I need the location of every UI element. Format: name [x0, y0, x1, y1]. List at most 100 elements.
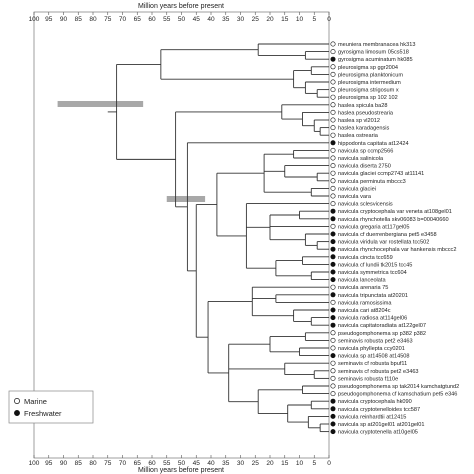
- taxon-label: seminavis cf robusta bpuf11: [338, 361, 407, 367]
- bottom-tick-label: 55: [163, 460, 171, 467]
- taxon-label: navicula sp at14508 at14508: [338, 354, 410, 360]
- taxon-label: haslea spicula ba28: [338, 103, 387, 109]
- bottom-tick-label: 60: [148, 460, 156, 467]
- top-tick-label: 75: [104, 16, 112, 23]
- taxon-label: seminavis robusta pet2 e3463: [338, 338, 413, 344]
- freshwater-marker: [330, 254, 336, 260]
- taxon-label: navicula rhynchotella skv06083 b=0004066…: [338, 217, 449, 223]
- taxon-label: navicula cryptocephala var veneta at108g…: [338, 209, 452, 215]
- freshwater-marker: [330, 140, 336, 146]
- marine-marker: [330, 87, 336, 93]
- taxon-label: navicula phyllepta ccy0201: [338, 346, 405, 352]
- taxon-label: navicula diserta 2750: [338, 164, 391, 170]
- taxon-label: pseudogomphonema sp p382 p382: [338, 331, 426, 337]
- top-tick-label: 70: [119, 16, 127, 23]
- bottom-tick-label: 75: [104, 460, 112, 467]
- bottom-tick-label: 95: [45, 460, 53, 467]
- bottom-tick-label: 70: [119, 460, 127, 467]
- freshwater-marker: [330, 429, 336, 435]
- taxon-label: navicula reinhardtii at12415: [338, 414, 406, 420]
- freshwater-marker: [330, 208, 336, 214]
- marine-legend-marker: [14, 398, 20, 404]
- freshwater-marker: [330, 56, 336, 62]
- marine-marker: [330, 223, 336, 229]
- marine-marker: [330, 330, 336, 336]
- top-tick-label: 40: [207, 16, 215, 23]
- freshwater-marker: [330, 398, 336, 404]
- taxon-label: pleurosigma sp ggr2004: [338, 65, 398, 71]
- top-tick-label: 30: [237, 16, 245, 23]
- axis-title-bottom: Million years before present: [138, 467, 224, 474]
- freshwater-marker: [330, 413, 336, 419]
- marine-marker: [330, 201, 336, 207]
- taxon-label: navicula radiosa at114gel06: [338, 316, 407, 322]
- tree-branches: [107, 43, 329, 433]
- taxon-label: navicula sp at201gel01 at201gel01: [338, 422, 424, 428]
- bottom-tick-label: 25: [252, 460, 260, 467]
- freshwater-marker: [330, 261, 336, 267]
- bottom-tick-label: 65: [134, 460, 142, 467]
- bottom-tick-label: 50: [178, 460, 186, 467]
- taxon-label: pleurosigma planktonicum: [338, 72, 403, 78]
- freshwater-marker: [330, 406, 336, 412]
- marine-marker: [330, 375, 336, 381]
- marine-marker: [330, 109, 336, 115]
- tip-labels: meuniera membranacea hk313 gyrosigma limo…: [330, 41, 459, 436]
- top-tick-label: 50: [178, 16, 186, 23]
- taxon-label: navicula gregaria at117gel05: [338, 224, 409, 230]
- bottom-tick-label: 20: [266, 460, 274, 467]
- freshwater-marker: [330, 421, 336, 427]
- taxon-label: navicula cari at8204c: [338, 308, 391, 314]
- marine-marker: [330, 391, 336, 397]
- bottom-tick-label: 30: [237, 460, 245, 467]
- top-tick-label: 20: [266, 16, 274, 23]
- taxon-label: navicula cryptotenella at10gel05: [338, 430, 418, 436]
- top-tick-label: 45: [193, 16, 201, 23]
- taxon-label: meuniera membranacea hk313: [338, 42, 415, 48]
- freshwater-marker: [330, 315, 336, 321]
- taxon-label: navicula cryptocephala hk090: [338, 399, 412, 405]
- bottom-tick-label: 40: [207, 460, 215, 467]
- marine-marker: [330, 147, 336, 153]
- bottom-tick-label: 0: [327, 460, 331, 467]
- marine-marker: [330, 94, 336, 100]
- marine-marker: [330, 337, 336, 343]
- taxon-label: navicula arenaria 75: [338, 285, 388, 291]
- taxon-label: haslea karadagensis: [338, 126, 390, 132]
- marine-marker: [330, 345, 336, 351]
- marine-marker: [330, 185, 336, 191]
- bottom-tick-label: 35: [222, 460, 230, 467]
- taxon-label: haslea sp vl2012: [338, 118, 380, 124]
- freshwater-marker: [330, 307, 336, 313]
- marine-marker: [330, 155, 336, 161]
- marine-marker: [330, 178, 336, 184]
- marine-marker: [330, 170, 336, 176]
- marine-legend-label: Marine: [24, 397, 47, 406]
- taxon-label: navicula sp ccmp2566: [338, 148, 393, 154]
- taxon-label: navicula perminuta mbccc3: [338, 179, 406, 185]
- marine-marker: [330, 368, 336, 374]
- freshwater-marker: [330, 216, 336, 222]
- taxon-label: navicula rhynchocephala var hankensis mb…: [338, 247, 456, 253]
- marine-marker: [330, 71, 336, 77]
- freshwater-legend-label: Freshwater: [24, 409, 62, 418]
- taxon-label: seminavis robusta f110e: [338, 376, 398, 382]
- taxon-label: haslea ostrearia: [338, 133, 379, 139]
- top-tick-label: 95: [45, 16, 53, 23]
- marine-marker: [330, 49, 336, 55]
- top-tick-label: 100: [29, 16, 40, 23]
- freshwater-marker: [330, 246, 336, 252]
- taxon-label: haslea pseudostrearia: [338, 110, 394, 116]
- taxon-label: pleurosigma intermedium: [338, 80, 401, 86]
- taxon-label: hippodonta capitata at12424: [338, 141, 409, 147]
- taxon-label: pleurosigma sp 102 102: [338, 95, 398, 101]
- bottom-tick-label: 90: [60, 460, 68, 467]
- taxon-label: navicula symmetrica tcc604: [338, 270, 407, 276]
- taxon-label: navicula lanceolata: [338, 278, 386, 284]
- top-tick-label: 80: [89, 16, 97, 23]
- bottom-tick-label: 85: [75, 460, 83, 467]
- taxon-label: navicula sclesvicensis: [338, 202, 393, 208]
- top-tick-label: 55: [163, 16, 171, 23]
- bottom-tick-label: 5: [312, 460, 316, 467]
